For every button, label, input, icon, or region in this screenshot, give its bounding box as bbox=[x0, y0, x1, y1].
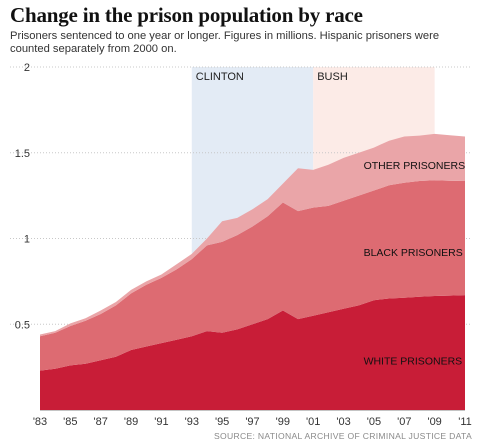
x-tick-label: '97 bbox=[245, 416, 259, 428]
y-tick-label: 1.5 bbox=[15, 148, 30, 160]
x-tick-label: '03 bbox=[336, 416, 350, 428]
area-label: OTHER PRISONERS bbox=[364, 160, 466, 172]
period-label-bush: BUSH bbox=[317, 71, 348, 83]
area-label: WHITE PRISONERS bbox=[364, 355, 463, 367]
x-tick-label: '87 bbox=[94, 416, 108, 428]
y-tick-label: 2 bbox=[24, 62, 30, 74]
source-note: SOURCE: NATIONAL ARCHIVE OF CRIMINAL JUS… bbox=[213, 431, 472, 441]
x-tick-label: '85 bbox=[63, 416, 77, 428]
chart-subtitle: Prisoners sentenced to one year or longe… bbox=[10, 30, 440, 55]
x-tick-label: '09 bbox=[427, 416, 441, 428]
x-tick-label: '83 bbox=[33, 416, 47, 428]
area-white-prisoners bbox=[40, 295, 465, 410]
area-series bbox=[40, 133, 465, 410]
x-tick-label: '89 bbox=[124, 416, 138, 428]
x-tick-label: '99 bbox=[276, 416, 290, 428]
x-tick-label: '95 bbox=[215, 416, 229, 428]
area-label: BLACK PRISONERS bbox=[364, 247, 463, 259]
area-other-prisoners bbox=[40, 133, 465, 337]
area-labels: WHITE PRISONERS BLACK PRISONERS OTHER PRIS… bbox=[364, 160, 466, 368]
chart-title: Change in the prison population by race bbox=[10, 3, 363, 27]
x-axis-labels: '83 '85 '87 '89 '91 '93 '95 '97 '99 '01 '03 '05 '07 '… bbox=[33, 416, 472, 428]
x-tick-label: '93 bbox=[185, 416, 199, 428]
period-label-clinton: CLINTON bbox=[196, 71, 244, 83]
x-tick-label: '07 bbox=[397, 416, 411, 428]
x-tick-label: '05 bbox=[367, 416, 381, 428]
x-tick-label: '11 bbox=[458, 416, 472, 428]
y-tick-label: 0.5 bbox=[15, 319, 30, 331]
y-axis-labels: 0.5 1 1.5 2 bbox=[15, 62, 30, 331]
x-tick-label: '01 bbox=[306, 416, 320, 428]
area-black-prisoners bbox=[40, 180, 465, 371]
x-tick-label: '91 bbox=[154, 416, 168, 428]
y-tick-label: 1 bbox=[24, 234, 30, 246]
